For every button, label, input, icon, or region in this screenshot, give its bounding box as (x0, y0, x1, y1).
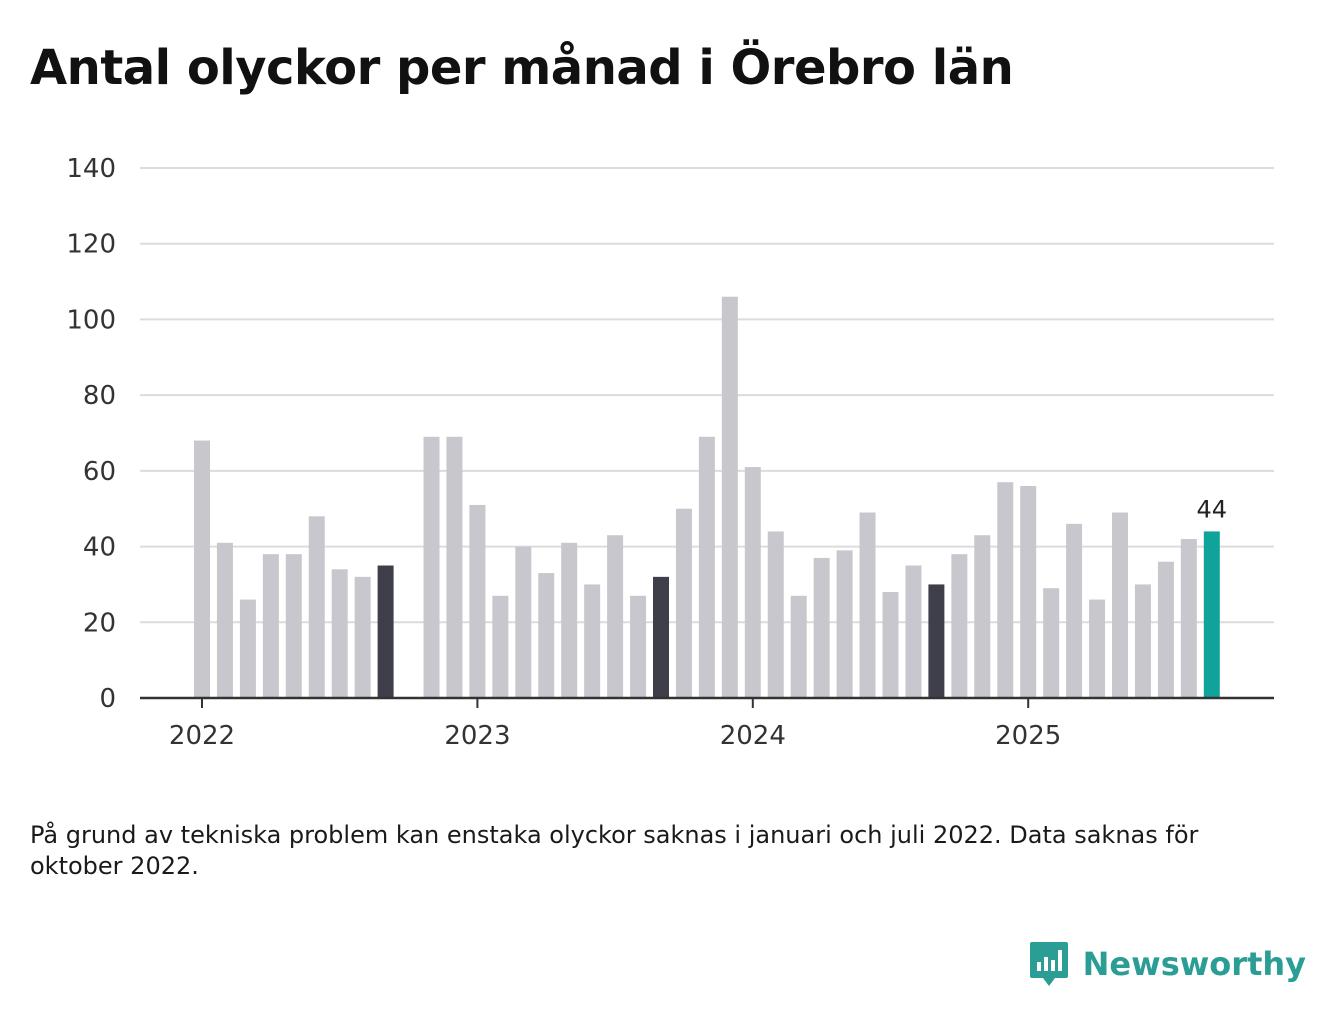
bar-2025-01 (1020, 486, 1037, 698)
bar-chart: 0 20 40 60 80 100 120 140 2022 2023 2024 2025 44 (66, 154, 1274, 751)
bar-2024-11 (974, 535, 991, 698)
bar-2022-01 (194, 440, 210, 698)
newsworthy-logo-icon (1029, 942, 1068, 986)
y-axis-ticks: 0 20 40 60 80 100 120 140 (66, 154, 116, 714)
bar-2022-06 (308, 516, 325, 698)
x-tick-label-2022: 2022 (169, 721, 235, 751)
bar-2022-07 (331, 569, 348, 698)
bar-2023-11 (698, 436, 715, 698)
bar-2025-09 (1203, 531, 1220, 698)
bar-2025-08 (1180, 539, 1197, 698)
bar-2024-09 (928, 584, 945, 698)
bar-2023-03 (515, 546, 532, 698)
bar-2025-03 (1066, 523, 1083, 698)
bar-2024-12 (997, 482, 1014, 698)
bar-2023-08 (630, 595, 647, 698)
bar-2025-07 (1157, 561, 1174, 698)
bar-2023-06 (584, 584, 601, 698)
bar-2024-06 (859, 512, 876, 698)
bar-2024-07 (882, 592, 899, 698)
bar-2024-10 (951, 554, 968, 698)
data-labels: 44 (1197, 495, 1228, 523)
bar-2024-03 (790, 595, 807, 698)
bar-2023-05 (561, 542, 578, 698)
bar-2022-03 (239, 599, 256, 698)
bar-2024-08 (905, 565, 922, 698)
bar-2022-04 (262, 554, 279, 698)
bar-2022-08 (354, 576, 371, 698)
bar-2022-02 (216, 542, 233, 698)
x-axis-ticks: 2022 2023 2024 2025 (169, 698, 1061, 751)
brand: Newsworthy (1029, 940, 1306, 988)
y-tick-label: 100 (66, 305, 116, 335)
bar-2022-11 (423, 436, 440, 698)
bar-2023-04 (538, 573, 555, 698)
y-tick-label: 120 (66, 230, 116, 260)
bar-2025-05 (1112, 512, 1128, 698)
y-tick-label: 80 (83, 381, 116, 411)
bar-2024-02 (767, 531, 784, 698)
bar-2023-02 (492, 595, 509, 698)
x-tick-label-2024: 2024 (720, 721, 786, 751)
x-tick-label-2023: 2023 (444, 721, 510, 751)
y-tick-label: 140 (66, 154, 116, 184)
bar-2025-02 (1043, 588, 1060, 698)
bar-2022-05 (285, 554, 302, 698)
bar-2022-09 (377, 565, 394, 698)
chart-title: Antal olyckor per månad i Örebro län (30, 40, 1014, 96)
bar-2023-07 (607, 535, 624, 698)
bar-2024-01 (744, 467, 761, 698)
bar-2022-12 (446, 436, 463, 698)
y-tick-label: 20 (83, 608, 116, 638)
y-tick-label: 0 (99, 684, 116, 714)
bar-2025-04 (1089, 599, 1106, 698)
bar-2023-10 (675, 508, 692, 698)
brand-name: Newsworthy (1082, 945, 1306, 983)
latest-value-label: 44 (1197, 495, 1228, 523)
x-tick-label-2025: 2025 (995, 721, 1061, 751)
bar-2024-04 (813, 557, 830, 698)
bar-2023-01 (469, 504, 486, 698)
bar-2025-06 (1134, 584, 1151, 698)
y-tick-label: 60 (83, 457, 116, 487)
bar-2023-09 (653, 576, 669, 698)
bars (194, 296, 1220, 698)
footnote: På grund av tekniska problem kan enstaka… (30, 821, 1199, 880)
y-tick-label: 40 (83, 533, 116, 563)
bar-2023-12 (721, 296, 738, 698)
bar-2024-05 (836, 550, 853, 698)
